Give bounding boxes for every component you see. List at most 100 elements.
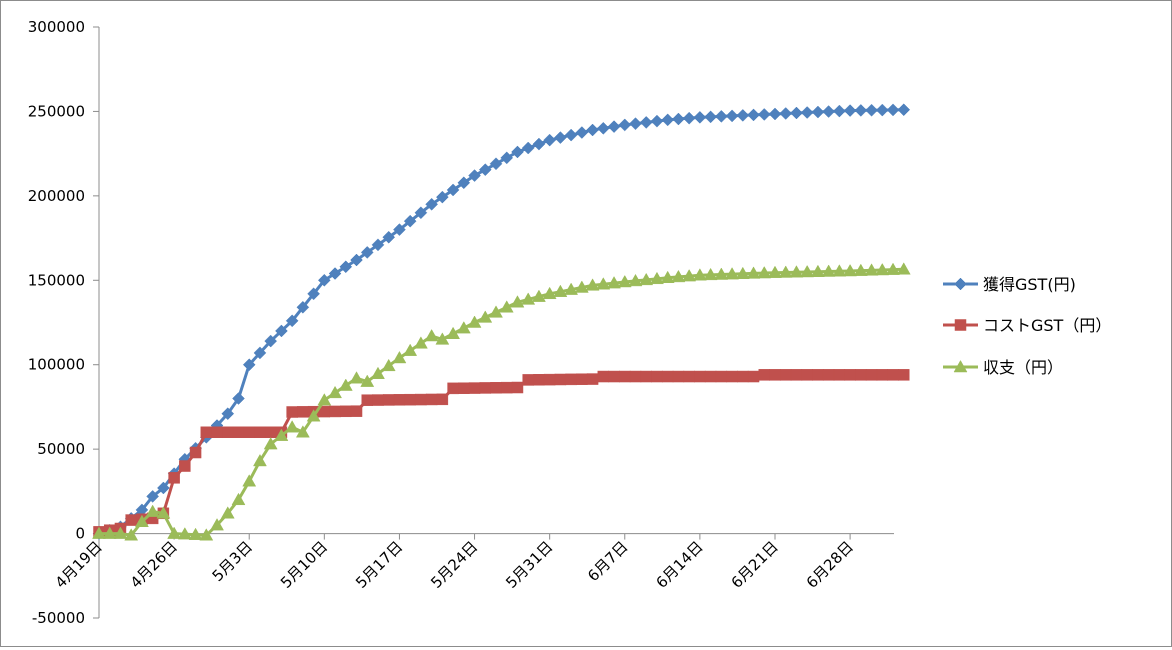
data-point [210,518,224,531]
data-point [714,110,728,123]
data-point [361,394,373,406]
data-point [510,295,525,308]
data-point [425,393,438,406]
data-point [682,269,697,282]
data-point [382,230,396,244]
data-point [146,490,160,503]
data-point [565,373,577,386]
series-line [99,267,904,537]
data-point [682,111,696,125]
data-point [264,426,277,439]
data-point [801,369,813,381]
series-layer [92,103,911,541]
data-point [489,305,503,318]
data-point [360,374,375,387]
data-point [232,426,245,439]
series-1 [92,103,911,540]
data-point [458,382,470,394]
data-point [317,273,331,287]
data-point [672,112,685,126]
data-point [812,369,824,381]
data-point [725,267,739,280]
data-point [683,370,695,383]
data-point [897,103,911,117]
data-point [167,526,182,539]
data-point [253,346,267,360]
data-point [596,277,611,290]
data-point [811,105,825,119]
data-point [211,426,223,439]
data-point [800,106,814,119]
data-point [844,369,856,381]
data-point [887,369,899,381]
data-point [372,394,384,406]
data-point [660,270,675,284]
data-point [232,392,245,405]
data-point [371,366,385,379]
data-point [768,107,782,121]
data-point [456,321,471,334]
legend-swatch-marker [954,277,967,291]
data-point [790,369,803,381]
data-point [585,278,600,291]
data-point [285,420,300,433]
data-point [199,528,214,541]
data-point [736,109,750,122]
data-point [875,262,890,276]
data-point [125,514,137,526]
data-point [650,271,664,285]
data-point [822,105,835,118]
series-line [98,373,904,534]
data-point [500,381,513,394]
data-point [542,286,557,300]
data-point [403,343,418,356]
data-point [436,393,449,406]
data-point [499,300,514,313]
x-tick-label: 5月31日 [502,538,556,592]
data-point [478,163,492,177]
data-point [414,206,428,220]
data-point [746,266,761,279]
data-point [404,393,416,406]
data-point [92,526,106,539]
data-point [574,280,589,293]
data-point [694,370,706,383]
data-point [447,382,459,395]
data-point [737,370,749,383]
data-point [415,393,427,406]
y-tick-label: 150000 [28,271,85,289]
data-point [843,104,857,117]
data-point [608,370,620,383]
data-point [768,265,782,278]
data-point [833,104,846,118]
data-point [179,460,191,472]
legend-item-1: 獲得GST(円) [943,275,1076,294]
y-tick-label: 250000 [28,102,85,120]
legend-item-2: コストGST（円） [943,316,1111,335]
x-tick-label: 4月19日 [52,538,106,592]
legend-swatch-marker [953,359,968,373]
data-point [275,324,288,338]
y-tick-label: 300000 [28,18,85,36]
data-point [382,394,395,406]
data-point [693,110,707,124]
data-point [704,110,717,124]
data-point [393,223,406,236]
data-point [296,300,310,314]
x-tick-label: 6月14日 [653,538,707,592]
data-point [124,528,139,541]
data-point [392,350,407,364]
data-point [511,145,524,159]
data-point [789,265,804,278]
data-point [168,472,180,484]
data-point [875,103,889,117]
data-point [853,263,868,276]
data-point [253,453,267,467]
data-point [629,117,642,131]
data-point [243,426,255,439]
data-point [822,369,835,381]
legend: 獲得GST(円) コストGST（円） 収支（円） [943,275,1111,377]
data-point [533,374,545,386]
data-point [349,371,364,384]
